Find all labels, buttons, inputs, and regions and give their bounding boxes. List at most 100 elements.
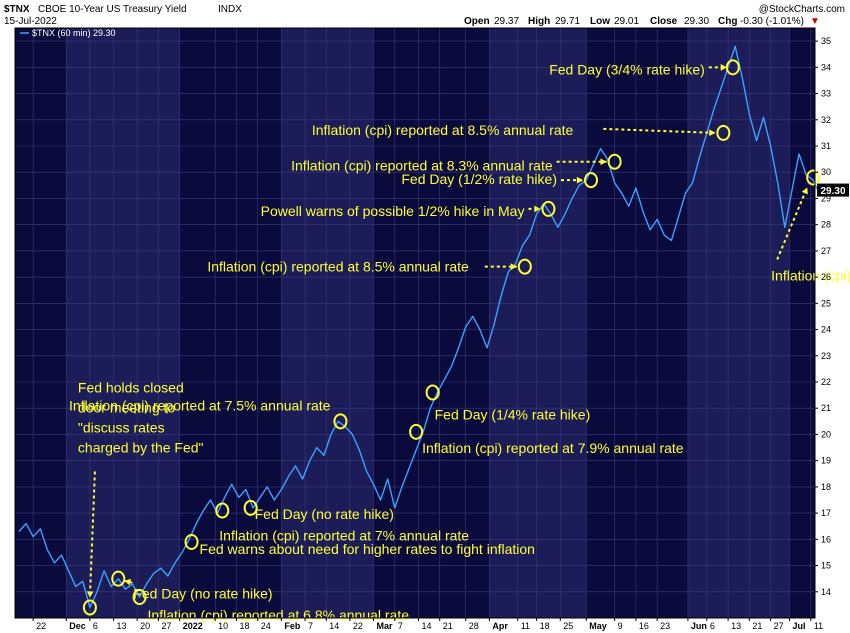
chg-value: -0.30 (-1.01%) bbox=[740, 16, 804, 27]
y-tick-label: 23 bbox=[821, 351, 831, 361]
x-tick-label: 20 bbox=[140, 621, 150, 631]
x-tick-label: 6 bbox=[710, 621, 715, 631]
y-tick-label: 27 bbox=[821, 246, 831, 256]
annotation-label-3: Fed Day (1/2% rate hike) bbox=[401, 171, 557, 187]
x-tick-label: Mar bbox=[377, 621, 394, 631]
month-band-0 bbox=[66, 28, 180, 618]
x-tick-label: 23 bbox=[660, 621, 670, 631]
annotation-marker-14 bbox=[111, 570, 126, 587]
chg-label: Chg bbox=[718, 16, 737, 27]
annotation-arrowhead-5 bbox=[510, 263, 517, 270]
annotation-label-13: Fed warns about need for higher rates to… bbox=[200, 541, 535, 557]
month-band-1 bbox=[281, 28, 374, 618]
x-tick-label: Feb bbox=[284, 621, 301, 631]
y-axis: 14 15 16 17 18 19 20 21 22 23 24 25 26 27 28 29 30 31 32 33… bbox=[815, 36, 831, 597]
down-arrow-icon: ▼ bbox=[810, 16, 820, 27]
symbol: $TNX bbox=[4, 4, 30, 15]
x-tick-label: 22 bbox=[353, 621, 363, 631]
annotation-marker-10 bbox=[82, 599, 97, 616]
y-tick-label: 33 bbox=[821, 89, 831, 99]
annotation-label-10-line-1: door meeting to bbox=[78, 400, 175, 416]
y-tick-label: 19 bbox=[821, 456, 831, 466]
x-tick-label: 13 bbox=[117, 621, 127, 631]
annotation-label-1: Inflation (cpi) reported at 8.5% annual … bbox=[312, 122, 574, 138]
annotation-label-8: Fed Day (1/4% rate hike) bbox=[435, 406, 591, 422]
x-tick-label: 11 bbox=[814, 621, 823, 631]
x-tick-label: 24 bbox=[261, 621, 271, 631]
x-tick-label: 14 bbox=[421, 621, 431, 631]
annotation-arrowhead-1 bbox=[709, 129, 716, 137]
annotation-label-12: Inflation (cpi) reported at 7% annual ra… bbox=[219, 527, 469, 543]
x-tick-label: 21 bbox=[752, 621, 762, 631]
x-tick-label: 27 bbox=[161, 621, 171, 631]
x-tick-label: 27 bbox=[774, 621, 784, 631]
high-value: 29.71 bbox=[555, 16, 580, 27]
close-value: 29.30 bbox=[684, 16, 709, 27]
y-tick-label: 25 bbox=[821, 298, 831, 308]
y-tick-label: 31 bbox=[821, 141, 831, 151]
x-axis: 22 Dec 6 13 20 27 2022 10 18 24 Feb 7 14 22 Mar 7 14 21 28… bbox=[32, 618, 823, 631]
series-line-path-0 bbox=[18, 45, 819, 609]
annotation-arrowhead-14 bbox=[124, 578, 132, 586]
annotation-label-4: Powell warns of possible 1/2% hike in Ma… bbox=[261, 203, 525, 219]
x-tick-label: 2022 bbox=[183, 621, 203, 631]
instrument-name: CBOE 10-Year US Treasury Yield bbox=[38, 4, 187, 15]
x-tick-label: 7 bbox=[398, 621, 403, 631]
annotation-label-10-line-3: charged by the Fed" bbox=[78, 440, 204, 456]
annotation-arrowhead-2 bbox=[600, 158, 607, 166]
annotation-arrow-1 bbox=[603, 127, 716, 134]
high-label: High bbox=[528, 16, 550, 27]
x-tick-label: 7 bbox=[308, 621, 313, 631]
y-tick-label: 30 bbox=[821, 167, 831, 177]
annotation-label-5: Inflation (cpi) reported at 8.5% annual … bbox=[207, 259, 469, 275]
x-tick-label: 6 bbox=[93, 621, 98, 631]
x-tick-label: 10 bbox=[218, 621, 228, 631]
annotation-label-10-line-2: "discuss rates bbox=[78, 420, 165, 436]
y-tick-label: 20 bbox=[821, 429, 831, 439]
annotation-label-6: Inflation (cpi) reported at 9.1% annual … bbox=[771, 267, 850, 283]
last-price-box bbox=[817, 183, 849, 197]
annotation-label-2: Inflation (cpi) reported at 8.3% annual … bbox=[291, 158, 553, 174]
x-tick-label: 21 bbox=[443, 621, 453, 631]
annotation-marker-7 bbox=[333, 413, 348, 430]
month-band-2 bbox=[489, 28, 587, 618]
annotation-arrow-6 bbox=[776, 187, 809, 260]
last-price-marker: 29.30 bbox=[817, 183, 849, 197]
annotation-marker-2 bbox=[607, 153, 622, 170]
low-value: 29.01 bbox=[614, 16, 639, 27]
y-tick-label: 22 bbox=[821, 377, 831, 387]
month-bands bbox=[66, 28, 790, 618]
annotation-marker-6 bbox=[806, 169, 821, 186]
annotation-marker-1 bbox=[716, 124, 731, 141]
y-tick-label: 28 bbox=[821, 220, 831, 230]
last-price-value: 29.30 bbox=[820, 186, 845, 197]
annotation-arrowhead-0 bbox=[720, 63, 727, 71]
annotation-label-11: Fed Day (no rate hike) bbox=[255, 506, 394, 522]
x-tick-label: 13 bbox=[731, 621, 741, 631]
close-label: Close bbox=[650, 16, 678, 27]
annotation-arrowhead-3 bbox=[576, 176, 583, 184]
x-tick-label: Apr bbox=[492, 621, 508, 631]
x-tick-label: Jul bbox=[793, 621, 806, 631]
annotation-marker-11 bbox=[243, 499, 258, 516]
y-tick-label: 15 bbox=[821, 561, 831, 571]
annotation-marker-4 bbox=[541, 200, 556, 217]
legend: $TNX (60 min) 29.30 bbox=[20, 28, 116, 38]
legend-label: $TNX (60 min) 29.30 bbox=[32, 28, 116, 38]
y-tick-label: 26 bbox=[821, 272, 831, 282]
exchange: INDX bbox=[218, 4, 242, 15]
annotation-label-9: Inflation (cpi) reported at 7.9% annual … bbox=[422, 440, 684, 456]
annotation-marker-8 bbox=[425, 384, 440, 401]
grid-lines bbox=[15, 28, 815, 618]
x-tick-label: 9 bbox=[618, 621, 623, 631]
plot-border bbox=[14, 27, 816, 619]
annotation-marker-3 bbox=[584, 172, 598, 189]
watermark: @StockCharts.com bbox=[759, 4, 845, 15]
y-tick-label: 17 bbox=[821, 508, 831, 518]
y-tick-label: 24 bbox=[821, 325, 831, 335]
annotation-marker-9 bbox=[409, 423, 424, 440]
x-tick-label: 18 bbox=[239, 621, 249, 631]
y-tick-label: 32 bbox=[821, 115, 831, 125]
x-tick-label: 28 bbox=[469, 621, 479, 631]
